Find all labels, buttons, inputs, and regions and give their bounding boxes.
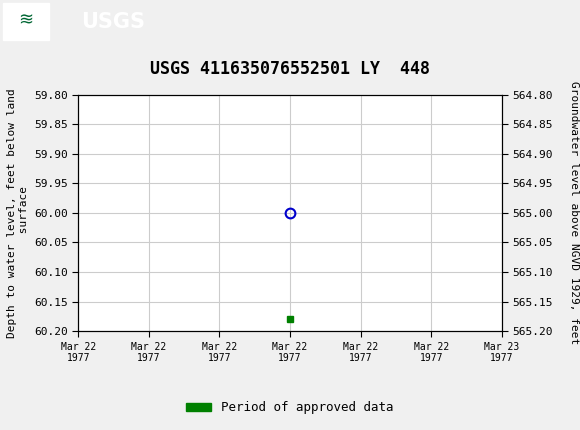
FancyBboxPatch shape xyxy=(3,3,49,40)
Text: ≋: ≋ xyxy=(19,12,34,30)
Text: USGS 411635076552501 LY  448: USGS 411635076552501 LY 448 xyxy=(150,60,430,78)
Y-axis label: Depth to water level, feet below land
 surface: Depth to water level, feet below land su… xyxy=(7,88,28,338)
Y-axis label: Groundwater level above NGVD 1929, feet: Groundwater level above NGVD 1929, feet xyxy=(570,81,579,344)
Legend: Period of approved data: Period of approved data xyxy=(181,396,399,419)
Text: USGS: USGS xyxy=(81,12,145,31)
